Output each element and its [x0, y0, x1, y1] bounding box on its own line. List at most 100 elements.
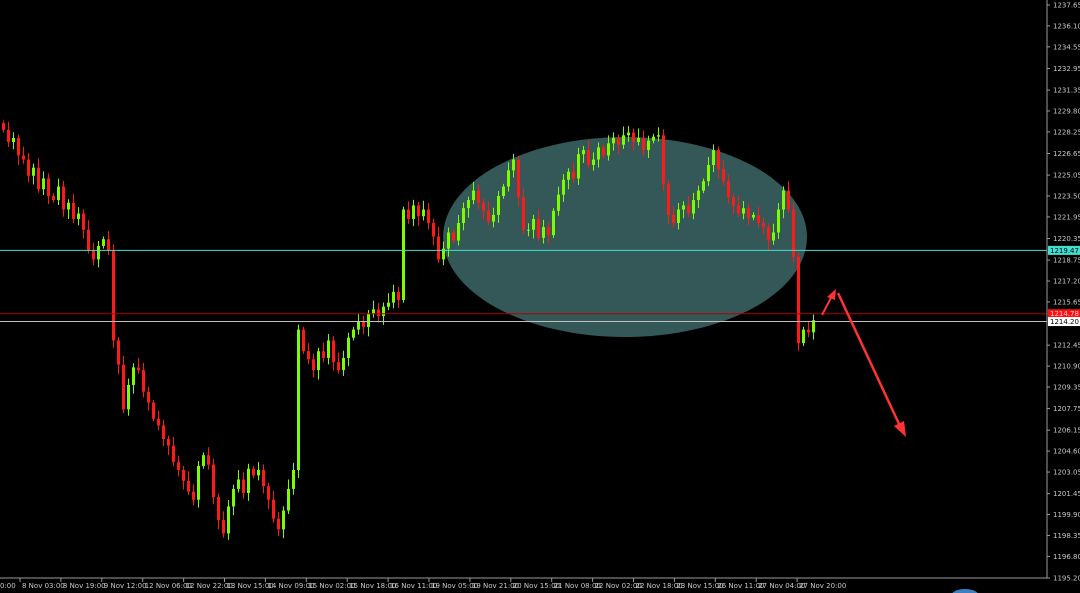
candle-body: [467, 200, 470, 209]
x-tick-label: 27 Nov 20:00: [799, 582, 846, 590]
candle-body: [232, 488, 235, 507]
candle-body: [207, 455, 210, 465]
candle-body: [767, 227, 770, 241]
candle-body: [182, 470, 185, 481]
candle-body: [172, 445, 175, 462]
y-tick-label: 1209.35: [1053, 384, 1080, 392]
candle-body: [57, 186, 60, 201]
y-tick-label: 1229.80: [1053, 107, 1080, 115]
candle-body: [687, 205, 690, 214]
candle-body: [307, 351, 310, 360]
price-line-label: 1219.47: [1050, 247, 1079, 255]
candle-body: [412, 205, 415, 219]
candle-body: [162, 425, 165, 439]
candle-body: [627, 132, 630, 136]
candle-body: [537, 218, 540, 238]
candle-body: [87, 229, 90, 250]
arrow-up-head: [827, 289, 836, 300]
candle-body: [457, 222, 460, 241]
candle-body: [612, 137, 615, 144]
candle-body: [417, 205, 420, 217]
y-tick-label: 1232.95: [1053, 65, 1080, 73]
candle-body: [277, 518, 280, 530]
candle-body: [337, 362, 340, 371]
candle-body: [237, 479, 240, 489]
candle-body: [347, 337, 350, 358]
candle-body: [547, 227, 550, 236]
candle-body: [242, 479, 245, 493]
candle-body: [797, 256, 800, 344]
candle-body: [127, 384, 130, 410]
candle-body: [642, 137, 645, 151]
x-tick-label: 12 Nov 06:00: [145, 582, 192, 590]
arrow-down-shaft: [836, 292, 902, 427]
candle-body: [517, 159, 520, 198]
highlight-ellipse: [443, 137, 807, 337]
candle-body: [197, 465, 200, 500]
candle-body: [167, 438, 170, 446]
candle-body: [122, 364, 125, 410]
candle-body: [787, 190, 790, 210]
y-tick-label: 1198.35: [1053, 532, 1080, 540]
time-axis: 0:00 8 Nov 03:008 Nov 19:009 Nov 12:0012 …: [0, 577, 1047, 590]
candle-body: [527, 229, 530, 231]
candle-body: [717, 150, 720, 170]
arrow-down-head: [894, 421, 906, 437]
candle-body: [637, 137, 640, 143]
y-tick-label: 1237.65: [1053, 2, 1080, 10]
x-tick-label: 14 Nov 09:00: [267, 582, 314, 590]
candle-body: [677, 209, 680, 223]
candle-body: [97, 245, 100, 260]
candle-body: [812, 320, 815, 333]
y-tick-label: 1217.20: [1053, 278, 1080, 286]
y-tick-label: 1225.05: [1053, 172, 1080, 180]
candle-body: [807, 329, 810, 333]
candle-body: [562, 179, 565, 195]
candle-body: [262, 470, 265, 487]
candle-body: [737, 205, 740, 214]
x-tick-label: 22 Nov 18:00: [636, 582, 683, 590]
candle-body: [692, 200, 695, 214]
candle-body: [437, 236, 440, 260]
candle-body: [572, 171, 575, 179]
candle-body: [742, 208, 745, 214]
candle-body: [37, 167, 40, 190]
candle-body: [132, 367, 135, 385]
candle-body: [452, 232, 455, 241]
candle-body: [177, 461, 180, 471]
candle-body: [357, 321, 360, 330]
candle-body: [577, 154, 580, 179]
candle-body: [752, 214, 755, 218]
candle-body: [387, 302, 390, 307]
candle-body: [552, 210, 555, 236]
candle-body: [487, 210, 490, 222]
price-line-label-bg: [1048, 317, 1080, 327]
candle-body: [342, 357, 345, 371]
x-tick-label: 27 Nov 04:00: [758, 582, 805, 590]
x-tick-label: 23 Nov 15:00: [676, 582, 723, 590]
x-tick-label: 21 Nov 08:00: [554, 582, 601, 590]
candle-body: [802, 329, 805, 344]
candle-body: [247, 468, 250, 493]
candle-body: [657, 135, 660, 137]
x-tick-label: 16 Nov 11:00: [390, 582, 437, 590]
y-tick-label: 1196.80: [1053, 553, 1080, 561]
candle-body: [777, 209, 780, 233]
candle-body: [292, 470, 295, 489]
candle-body: [77, 213, 80, 219]
x-tick-label: 26 Nov 11:00: [717, 582, 764, 590]
candle-body: [397, 291, 400, 300]
candle-body: [2, 123, 5, 130]
candle-body: [617, 137, 620, 145]
candle-body: [592, 159, 595, 165]
candle-body: [427, 209, 430, 223]
y-tick-label: 1228.25: [1053, 128, 1080, 136]
candle-body: [82, 213, 85, 230]
candle-body: [772, 232, 775, 241]
candle-body: [497, 196, 500, 215]
candle-body: [367, 313, 370, 327]
candle-body: [582, 150, 585, 155]
candle-body: [607, 143, 610, 156]
